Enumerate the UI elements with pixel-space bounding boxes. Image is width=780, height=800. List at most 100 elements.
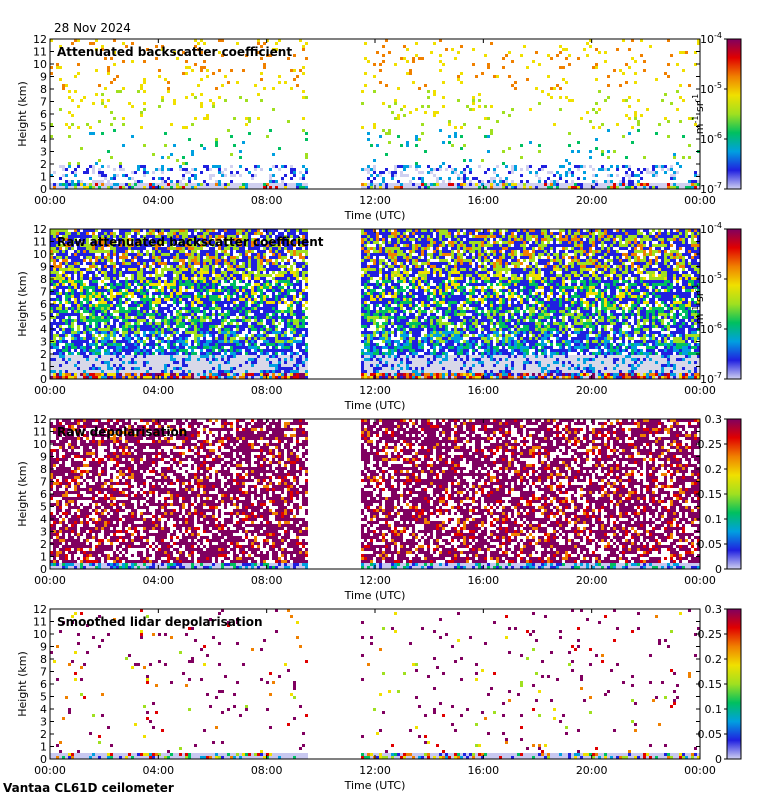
- data-cell: [164, 268, 167, 271]
- data-cell: [65, 346, 68, 349]
- data-cell: [430, 183, 433, 186]
- data-cell: [188, 180, 191, 183]
- data-cell: [137, 283, 140, 286]
- data-cell: [83, 352, 86, 355]
- data-cell: [173, 235, 176, 238]
- data-cell: [170, 153, 173, 156]
- data-cell: [496, 186, 499, 189]
- data-cell: [284, 355, 287, 358]
- data-cell: [188, 325, 191, 328]
- data-cell: [200, 69, 203, 72]
- data-cell: [134, 376, 137, 379]
- data-cell: [655, 78, 658, 81]
- data-cell: [278, 186, 281, 189]
- data-cell: [182, 352, 185, 355]
- data-cell: [200, 346, 203, 349]
- data-cell: [122, 316, 125, 319]
- data-cell: [667, 120, 670, 123]
- data-cell: [119, 313, 122, 316]
- data-cell: [176, 355, 179, 358]
- data-cell: [131, 307, 134, 310]
- data-cell: [170, 262, 173, 265]
- data-cell: [140, 262, 143, 265]
- data-cell: [146, 355, 149, 358]
- data-cell: [62, 322, 65, 325]
- y-tick-label: 9: [40, 71, 47, 84]
- data-cell: [278, 355, 281, 358]
- data-cell: [400, 57, 403, 60]
- data-cell: [167, 262, 170, 265]
- data-cell: [517, 186, 520, 189]
- data-cell: [158, 186, 161, 189]
- data-cell: [263, 316, 266, 319]
- data-cell: [586, 42, 589, 45]
- data-cell: [239, 328, 242, 331]
- data-cell: [140, 325, 143, 328]
- data-cell: [107, 328, 110, 331]
- data-cell: [230, 370, 233, 373]
- data-cell: [406, 165, 409, 168]
- data-cell: [71, 322, 74, 325]
- data-cell: [272, 250, 275, 253]
- data-cell: [281, 177, 284, 180]
- data-cell: [239, 343, 242, 346]
- data-cell: [77, 280, 80, 283]
- data-cell: [131, 280, 134, 283]
- data-cell: [631, 171, 634, 174]
- data-cell: [215, 253, 218, 256]
- data-cell: [113, 295, 116, 298]
- data-cell: [146, 48, 149, 51]
- data-cell: [221, 376, 224, 379]
- data-cell: [152, 376, 155, 379]
- data-cell: [400, 165, 403, 168]
- data-cell: [176, 301, 179, 304]
- data-cell: [80, 262, 83, 265]
- data-cell: [248, 337, 251, 340]
- data-cell: [254, 343, 257, 346]
- data-cell: [80, 271, 83, 274]
- data-cell: [275, 307, 278, 310]
- data-cell: [281, 289, 284, 292]
- data-cell: [664, 183, 667, 186]
- data-cell: [281, 337, 284, 340]
- data-cell: [203, 322, 206, 325]
- data-cell: [436, 186, 439, 189]
- data-cell: [83, 232, 86, 235]
- data-cell: [119, 229, 122, 232]
- data-cell: [191, 123, 194, 126]
- data-cell: [101, 367, 104, 370]
- data-cell: [98, 168, 101, 171]
- data-cell: [373, 123, 376, 126]
- data-cell: [463, 171, 466, 174]
- data-cell: [469, 168, 472, 171]
- data-cell: [565, 48, 568, 51]
- data-cell: [131, 289, 134, 292]
- data-cell: [224, 328, 227, 331]
- data-cell: [95, 307, 98, 310]
- data-cell: [98, 286, 101, 289]
- data-cell: [643, 156, 646, 159]
- data-cell: [128, 373, 131, 376]
- data-cell: [242, 370, 245, 373]
- data-cell: [137, 370, 140, 373]
- data-cell: [505, 54, 508, 57]
- data-cell: [299, 186, 302, 189]
- data-cell: [209, 280, 212, 283]
- data-cell: [185, 307, 188, 310]
- data-cell: [577, 183, 580, 186]
- data-cell: [197, 346, 200, 349]
- data-cell: [236, 319, 239, 322]
- data-cell: [212, 295, 215, 298]
- data-cell: [185, 370, 188, 373]
- data-cell: [209, 268, 212, 271]
- data-cell: [631, 183, 634, 186]
- data-cell: [113, 268, 116, 271]
- data-cell: [161, 238, 164, 241]
- data-cell: [272, 87, 275, 90]
- data-cell: [134, 307, 137, 310]
- data-cell: [227, 247, 230, 250]
- data-cell: [170, 328, 173, 331]
- data-cell: [251, 295, 254, 298]
- data-cell: [89, 352, 92, 355]
- data-cell: [188, 235, 191, 238]
